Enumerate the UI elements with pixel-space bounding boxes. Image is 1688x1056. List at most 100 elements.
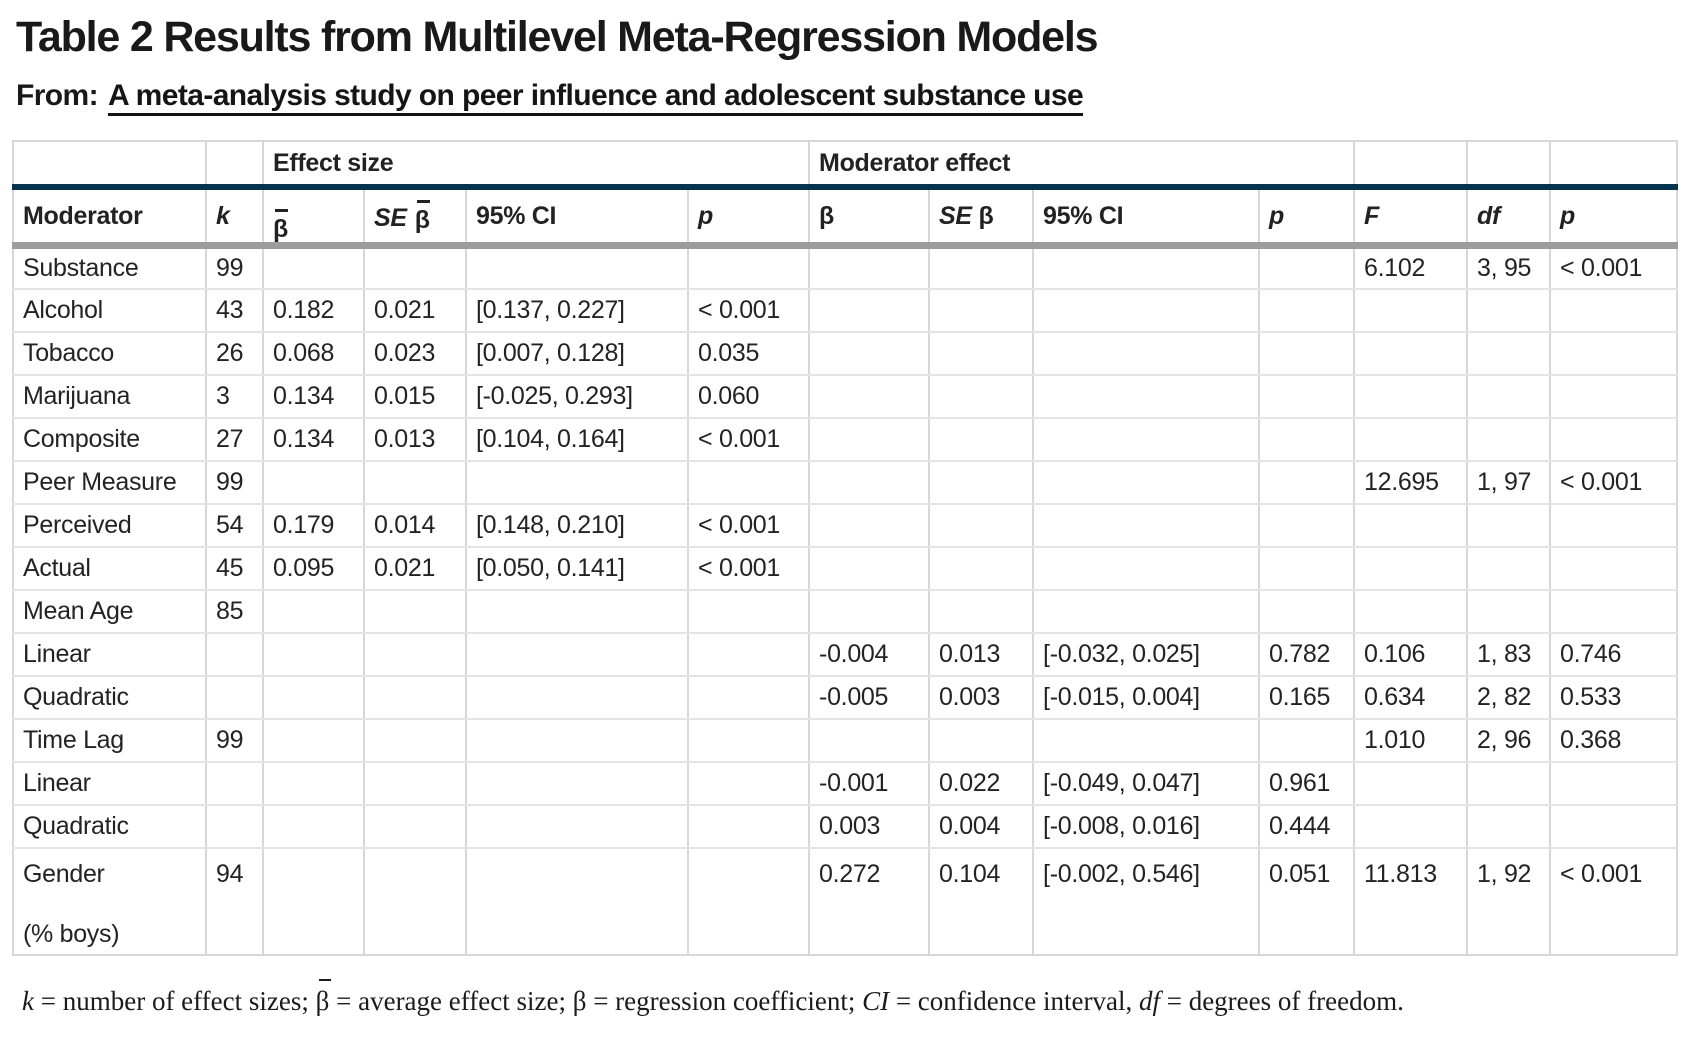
cell-df — [1466, 761, 1552, 806]
cell-es_ci — [465, 718, 689, 763]
col-header-k: k — [205, 187, 264, 250]
cell-k — [205, 761, 264, 806]
footnote-text: = degrees of freedom. — [1159, 985, 1404, 1016]
cell-p — [1549, 374, 1679, 419]
cell-df — [1466, 331, 1552, 376]
cell-p: 0.746 — [1549, 632, 1679, 677]
group-label-effect-size: Effect size — [261, 141, 811, 191]
cell-m_beta — [808, 460, 931, 505]
group-empty-cell — [1353, 141, 1469, 191]
cell-m_se: 0.022 — [928, 761, 1035, 806]
cell-moderator: Marijuana — [12, 374, 207, 419]
cell-df: 1, 83 — [1466, 632, 1552, 677]
table-row: Linear -0.001 0.022 [-0.049, 0.047] 0.961 — [12, 761, 1679, 806]
cell-m_ci: [-0.015, 0.004] — [1032, 675, 1261, 720]
cell-es_beta — [262, 847, 365, 955]
cell-m_p — [1258, 245, 1356, 290]
cell-m_ci — [1032, 374, 1261, 419]
cell-es_beta — [262, 718, 365, 763]
cell-m_ci — [1032, 718, 1261, 763]
cell-m_se — [928, 417, 1035, 462]
cell-es_p — [686, 632, 811, 677]
cell-moderator: Linear — [12, 761, 207, 806]
cell-p: 0.368 — [1549, 718, 1679, 763]
col-header-ci-moderator: 95% CI — [1032, 187, 1261, 250]
cell-m_se — [928, 245, 1035, 290]
cell-k — [205, 632, 264, 677]
table-row: Alcohol 43 0.182 0.021 [0.137, 0.227] < 0.001 — [12, 288, 1679, 333]
cell-f — [1353, 331, 1469, 376]
table-row: Quadratic 0.003 0.004 [-0.008, 0.016] 0.444 — [12, 804, 1679, 849]
cell-m_beta — [808, 245, 931, 290]
cell-es_se — [363, 589, 467, 634]
moderator-label: Gender — [23, 859, 105, 888]
cell-df: 1, 92 — [1466, 847, 1552, 955]
cell-moderator: Actual — [12, 546, 207, 591]
cell-es_beta: 0.095 — [262, 546, 365, 591]
cell-es_ci: [-0.025, 0.293] — [465, 374, 689, 419]
table-row: Substance 99 6.102 3, 95 < 0.001 — [12, 245, 1679, 290]
cell-f: 12.695 — [1353, 460, 1469, 505]
cell-m_se — [928, 331, 1035, 376]
cell-es_se: 0.021 — [363, 546, 467, 591]
cell-m_se — [928, 503, 1035, 548]
cell-es_p: 0.035 — [686, 331, 811, 376]
cell-es_se: 0.015 — [363, 374, 467, 419]
cell-k: 3 — [205, 374, 264, 419]
cell-es_se — [363, 675, 467, 720]
footnote-text: = confidence interval, — [889, 985, 1139, 1016]
col-header-se-beta-bar: SE β — [363, 187, 467, 250]
se-label: SE — [939, 201, 972, 230]
results-table: Effect size Moderator effect Moderator k… — [12, 140, 1679, 956]
cell-p — [1549, 331, 1679, 376]
table-row: Gender (% boys) 94 0.272 0.104 [-0.002, 0.546… — [12, 847, 1679, 955]
source-article-link[interactable]: A meta-analysis study on peer influence … — [108, 79, 1084, 113]
cell-es_p — [686, 804, 811, 849]
cell-es_ci: [0.050, 0.141] — [465, 546, 689, 591]
cell-m_se — [928, 589, 1035, 634]
cell-es_p: < 0.001 — [686, 288, 811, 333]
cell-es_beta: 0.179 — [262, 503, 365, 548]
cell-df: 1, 97 — [1466, 460, 1552, 505]
group-empty-cell — [1466, 141, 1552, 191]
macron-bar — [416, 199, 430, 203]
cell-f — [1353, 417, 1469, 462]
beta-bar-symbol: β — [415, 199, 430, 233]
cell-k — [205, 804, 264, 849]
cell-m_beta — [808, 417, 931, 462]
cell-es_se — [363, 761, 467, 806]
col-header-beta-bar: β — [262, 187, 365, 250]
cell-es_p: < 0.001 — [686, 546, 811, 591]
cell-m_ci — [1032, 245, 1261, 290]
cell-moderator: Linear — [12, 632, 207, 677]
col-header-ci-effect: 95% CI — [465, 187, 689, 250]
col-header-beta: β — [808, 187, 931, 250]
cell-moderator: Quadratic — [12, 804, 207, 849]
cell-df — [1466, 503, 1552, 548]
cell-es_beta — [262, 589, 365, 634]
cell-es_ci — [465, 632, 689, 677]
cell-es_ci — [465, 460, 689, 505]
cell-es_p — [686, 245, 811, 290]
cell-m_beta — [808, 288, 931, 333]
cell-df — [1466, 417, 1552, 462]
group-empty-cell — [12, 141, 207, 191]
table-row: Perceived 54 0.179 0.014 [0.148, 0.210] < 0.0… — [12, 503, 1679, 548]
cell-p — [1549, 804, 1679, 849]
cell-f — [1353, 761, 1469, 806]
cell-k: 85 — [205, 589, 264, 634]
cell-m_beta: 0.272 — [808, 847, 931, 955]
beta-glyph: β — [978, 201, 994, 230]
cell-k: 45 — [205, 546, 264, 591]
cell-es_ci: [0.104, 0.164] — [465, 417, 689, 462]
cell-m_se — [928, 374, 1035, 419]
cell-m_ci: [-0.008, 0.016] — [1032, 804, 1261, 849]
cell-p — [1549, 417, 1679, 462]
cell-moderator: Composite — [12, 417, 207, 462]
table-row: Mean Age 85 — [12, 589, 1679, 634]
cell-f — [1353, 288, 1469, 333]
cell-es_beta: 0.182 — [262, 288, 365, 333]
cell-es_ci: [0.137, 0.227] — [465, 288, 689, 333]
cell-m_p — [1258, 331, 1356, 376]
from-line: From: A meta-analysis study on peer influ… — [16, 79, 1672, 113]
